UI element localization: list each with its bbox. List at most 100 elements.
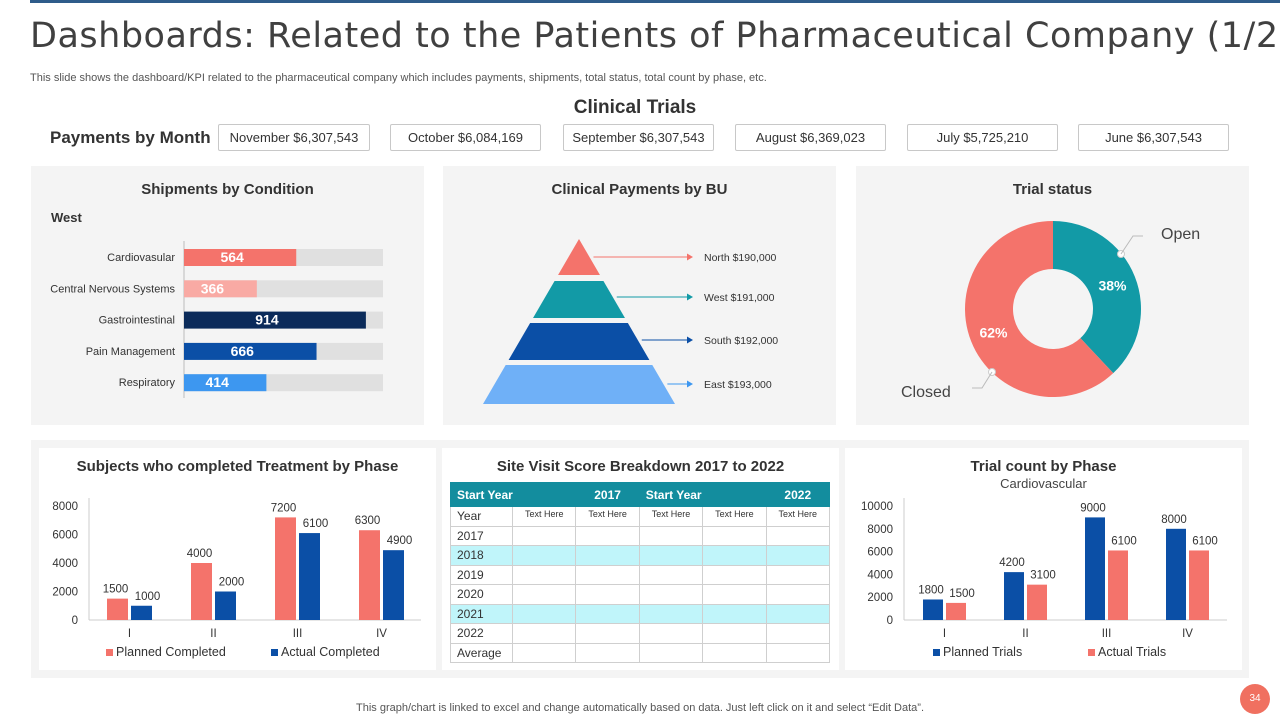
site-visit-title: Site Visit Score Breakdown 2017 to 2022 bbox=[496, 458, 785, 475]
x-tick-label: I bbox=[128, 628, 131, 640]
site-visit-row-label: 2017 bbox=[450, 525, 513, 546]
bar bbox=[1189, 550, 1209, 620]
legend-swatch bbox=[933, 649, 940, 656]
shipments-title: Shipments by Condition bbox=[141, 181, 314, 198]
bar-value-label: 2000 bbox=[219, 577, 245, 589]
trial-status-percent: 62% bbox=[979, 325, 1008, 341]
page-number-badge: 34 bbox=[1240, 684, 1270, 714]
payment-box-october: October $6,084,169 bbox=[390, 124, 541, 151]
bu-label: North $190,000 bbox=[704, 252, 777, 264]
bar bbox=[107, 598, 128, 620]
shipments-bar-label: 666 bbox=[231, 343, 255, 359]
trial-status-panel: Trial status 38% 62% Open Closed bbox=[856, 166, 1249, 425]
legend-swatch bbox=[271, 649, 278, 656]
site-visit-cell: Text Here bbox=[511, 506, 577, 527]
bar bbox=[1108, 550, 1128, 620]
payments-label: Payments by Month bbox=[50, 128, 211, 147]
site-visit-header-year-1: 2017 bbox=[575, 482, 640, 507]
bar bbox=[191, 563, 212, 620]
bar bbox=[215, 591, 236, 620]
legend-swatch bbox=[1088, 649, 1095, 656]
site-visit-cell: Text Here bbox=[638, 506, 704, 527]
y-tick-label: 8000 bbox=[52, 501, 78, 513]
site-visit-cell bbox=[511, 623, 577, 644]
bu-chart: North $190,000 West $191,000 South $192,00… bbox=[483, 239, 778, 404]
shipments-category-label: Pain Management bbox=[86, 346, 175, 358]
subjects-panel: Subjects who completed Treatment by Phas… bbox=[39, 448, 436, 670]
site-visit-cell bbox=[575, 603, 640, 624]
bar bbox=[299, 533, 320, 620]
bu-pyramid-layer bbox=[483, 365, 675, 404]
site-visit-cell bbox=[575, 564, 640, 585]
footer-note: This graph/chart is linked to excel and … bbox=[355, 702, 925, 714]
y-tick-label: 6000 bbox=[867, 547, 893, 559]
bar bbox=[1085, 517, 1105, 620]
site-visit-cell bbox=[765, 642, 831, 663]
payment-box-september: September $6,307,543 bbox=[563, 124, 714, 151]
bar bbox=[1027, 584, 1047, 620]
shipments-bar bbox=[184, 311, 366, 329]
site-visit-row-label: 2022 bbox=[450, 623, 513, 644]
site-visit-cell bbox=[702, 545, 767, 566]
shipments-bar-label: 564 bbox=[220, 249, 244, 265]
x-tick-label: I bbox=[943, 628, 946, 640]
payment-box-august: August $6,369,023 bbox=[735, 124, 886, 151]
site-visit-row: 2017 bbox=[450, 525, 831, 546]
x-tick-label: IV bbox=[1182, 628, 1193, 640]
site-visit-row: Average bbox=[450, 642, 831, 663]
site-visit-cell bbox=[702, 603, 767, 624]
trial-status-percent: 38% bbox=[1098, 277, 1127, 293]
site-visit-cell bbox=[638, 545, 704, 566]
site-visit-cell bbox=[765, 545, 831, 566]
bu-arrow-head bbox=[687, 293, 693, 301]
top-accent-line bbox=[30, 0, 1280, 3]
site-visit-cell bbox=[638, 525, 704, 546]
site-visit-row-label: 2021 bbox=[450, 603, 513, 624]
shipments-category-label: Central Nervous Systems bbox=[50, 283, 175, 295]
bar bbox=[275, 517, 296, 620]
bar bbox=[923, 599, 943, 620]
y-tick-label: 6000 bbox=[52, 530, 78, 542]
site-visit-cell: Text Here bbox=[702, 506, 767, 527]
bar-value-label: 4200 bbox=[999, 557, 1025, 569]
legend-label: Actual Trials bbox=[1098, 645, 1166, 659]
bu-title: Clinical Payments by BU bbox=[551, 181, 728, 198]
subjects-title: Subjects who completed Treatment by Phas… bbox=[76, 458, 399, 475]
bar bbox=[946, 602, 966, 620]
site-visit-cell bbox=[702, 564, 767, 585]
bar-value-label: 8000 bbox=[1161, 514, 1187, 526]
site-visit-row: 2020 bbox=[450, 584, 831, 605]
bu-panel: Clinical Payments by BU North $190,000 We… bbox=[443, 166, 836, 425]
bar-value-label: 6100 bbox=[303, 518, 329, 530]
closed-callout-line bbox=[972, 371, 993, 389]
legend-label: Planned Completed bbox=[116, 645, 226, 659]
section-title: Clinical Trials bbox=[573, 97, 697, 118]
site-visit-row-label: 2018 bbox=[450, 545, 513, 566]
site-visit-cell bbox=[765, 623, 831, 644]
trial-status-chart: 38% 62% Open Closed bbox=[901, 221, 1200, 401]
site-visit-cell bbox=[511, 642, 577, 663]
shipments-category-label: Respiratory bbox=[119, 377, 176, 389]
site-visit-cell bbox=[765, 564, 831, 585]
bar bbox=[1166, 528, 1186, 620]
bu-pyramid-layer bbox=[533, 281, 625, 318]
bu-arrow-head bbox=[687, 336, 693, 344]
site-visit-header-year-2: 2022 bbox=[765, 482, 831, 507]
y-tick-label: 4000 bbox=[867, 569, 893, 581]
y-tick-label: 8000 bbox=[867, 524, 893, 536]
trial-count-chart: 0 2000 4000 6000 8000 10000 1800 1500 I 4200 3100 I… bbox=[861, 498, 1227, 659]
site-visit-header-start-year-2: Start Year bbox=[638, 482, 767, 507]
site-visit-cell bbox=[511, 603, 577, 624]
shipments-category-label: Gastrointestinal bbox=[99, 315, 175, 327]
open-label: Open bbox=[1161, 226, 1200, 243]
site-visit-cell bbox=[702, 584, 767, 605]
site-visit-cell bbox=[702, 623, 767, 644]
site-visit-row: 2021 bbox=[450, 603, 831, 624]
y-tick-label: 4000 bbox=[52, 558, 78, 570]
x-tick-label: II bbox=[1022, 628, 1028, 640]
payment-box-november: November $6,307,543 bbox=[218, 124, 370, 151]
shipments-category-label: Cardiovasular bbox=[107, 252, 175, 264]
site-visit-cell bbox=[638, 642, 704, 663]
site-visit-row: 2019 bbox=[450, 564, 831, 585]
trial-status-slice bbox=[1053, 221, 1141, 374]
